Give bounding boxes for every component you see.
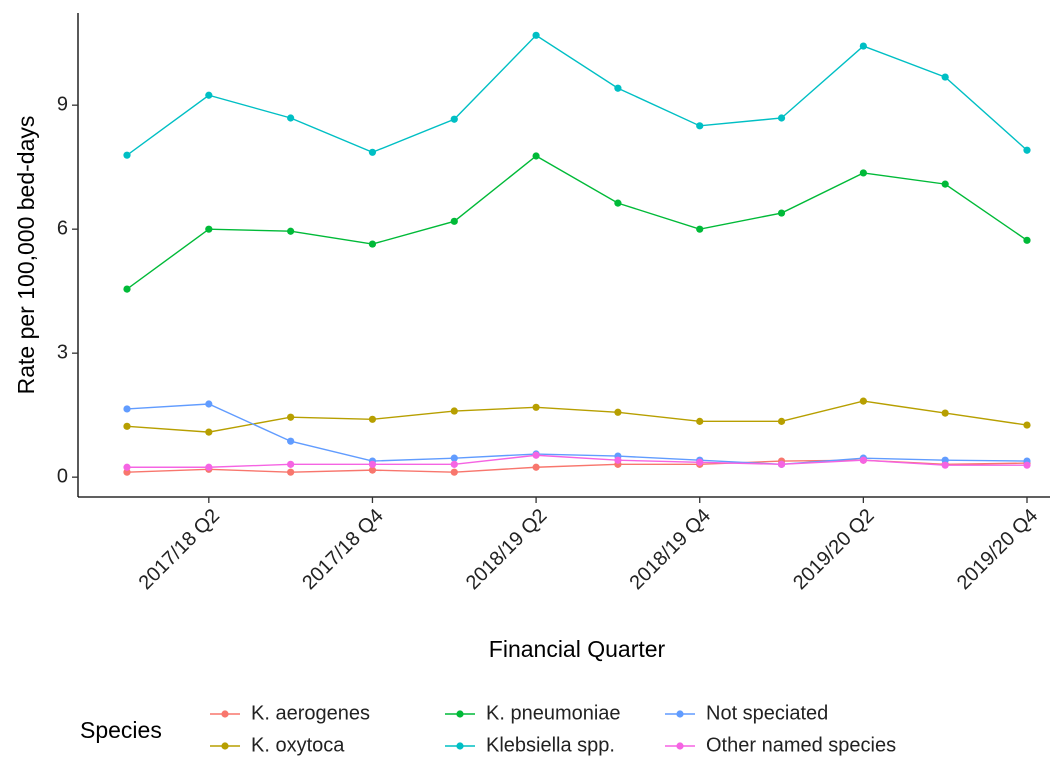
data-point xyxy=(614,84,622,92)
data-point xyxy=(777,417,786,425)
x-tick-label: 2018/19 Q4 xyxy=(626,505,715,594)
data-point xyxy=(450,217,458,225)
data-point xyxy=(368,415,377,423)
legend-key-point xyxy=(676,742,684,750)
data-point xyxy=(941,456,949,464)
legend-label: Other named species xyxy=(706,734,896,756)
data-point xyxy=(614,456,622,464)
data-point xyxy=(1023,461,1031,469)
data-point xyxy=(123,405,131,413)
legend-key-point xyxy=(221,710,229,718)
x-axis-title: Financial Quarter xyxy=(489,636,666,662)
data-point xyxy=(532,152,540,160)
data-point xyxy=(1023,236,1031,244)
legend-title: Species xyxy=(80,717,162,743)
data-point xyxy=(532,31,540,39)
y-tick-label: 0 xyxy=(57,465,68,487)
x-tick-label: 2018/19 Q2 xyxy=(462,505,551,594)
data-point xyxy=(941,409,949,417)
data-point xyxy=(450,454,458,462)
data-point xyxy=(368,148,377,156)
data-point xyxy=(614,199,622,207)
series-line xyxy=(126,34,1028,156)
data-point xyxy=(205,400,213,408)
data-point xyxy=(941,461,949,469)
data-point xyxy=(123,422,131,430)
data-point xyxy=(532,403,540,411)
x-tick-label: 2019/20 Q4 xyxy=(953,505,1042,594)
legend-label: K. pneumoniae xyxy=(486,702,621,724)
data-point xyxy=(123,468,131,476)
data-point xyxy=(696,417,704,425)
data-point xyxy=(205,463,213,471)
data-point xyxy=(287,413,295,421)
data-point xyxy=(532,463,540,471)
data-point xyxy=(368,240,377,248)
data-point xyxy=(287,227,295,235)
x-tick-label: 2019/20 Q2 xyxy=(789,505,878,594)
y-tick-label: 6 xyxy=(57,217,68,239)
legend-label: K. oxytoca xyxy=(251,734,345,756)
legend-key-point xyxy=(456,742,464,750)
data-point xyxy=(287,114,295,122)
legend-key-point xyxy=(456,710,464,718)
y-tick-label: 9 xyxy=(57,93,68,115)
legend-key-point xyxy=(221,742,229,750)
data-point xyxy=(287,468,295,476)
data-point xyxy=(205,428,213,436)
data-point xyxy=(696,458,704,466)
data-point xyxy=(450,468,458,476)
data-point xyxy=(287,460,295,468)
data-point xyxy=(1023,421,1031,429)
data-point xyxy=(1023,146,1031,154)
data-point xyxy=(859,397,867,405)
data-point xyxy=(696,225,704,233)
y-axis-title: Rate per 100,000 bed-days xyxy=(13,116,39,395)
x-tick-label: 2017/18 Q4 xyxy=(298,505,387,594)
data-point xyxy=(205,91,213,99)
series-line xyxy=(126,155,1028,290)
data-point xyxy=(777,209,786,217)
data-point xyxy=(696,122,704,130)
data-point xyxy=(450,407,458,415)
series-line xyxy=(127,454,1027,468)
data-point xyxy=(123,151,131,159)
y-tick-label: 3 xyxy=(57,341,68,363)
legend-label: Not speciated xyxy=(706,702,828,724)
data-point xyxy=(368,466,377,474)
series-line xyxy=(126,400,1028,433)
data-point xyxy=(859,169,867,177)
data-point xyxy=(205,225,213,233)
x-tick-label: 2017/18 Q2 xyxy=(135,505,224,594)
data-point xyxy=(368,460,377,468)
data-point xyxy=(450,115,458,123)
legend-label: Klebsiella spp. xyxy=(486,734,615,756)
data-point xyxy=(123,463,131,471)
series-line xyxy=(126,403,1028,466)
legend-key-point xyxy=(676,710,684,718)
data-point xyxy=(450,460,458,468)
data-point xyxy=(777,460,786,468)
data-point xyxy=(532,451,540,459)
data-point xyxy=(614,408,622,416)
data-point xyxy=(941,180,949,188)
data-point xyxy=(941,73,949,81)
data-point xyxy=(287,437,295,445)
data-point xyxy=(859,42,867,50)
data-point xyxy=(859,456,867,464)
data-point xyxy=(123,285,131,293)
data-point xyxy=(777,114,786,122)
legend-label: K. aerogenes xyxy=(251,702,370,724)
